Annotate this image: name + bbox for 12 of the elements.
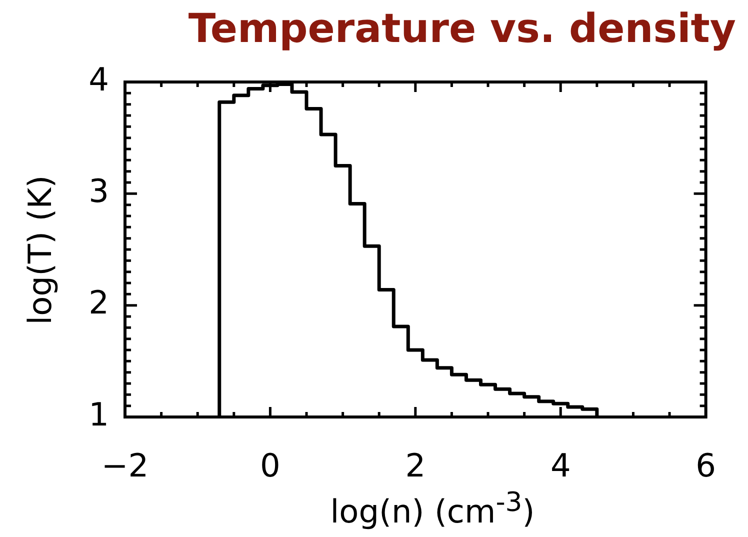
y-tick-label: 4 [88,60,109,98]
x-tick-label: −2 [101,446,149,485]
y-tick-label: 1 [88,395,109,434]
y-tick-label: 2 [88,284,109,322]
x-tick-label: 2 [405,446,426,485]
x-tick-label: 4 [550,446,571,485]
x-axis-title: log(n) (cm$^{-3}$) [329,487,536,531]
y-tick-label: 3 [88,172,109,210]
y-axis-title: log(T) (K) [21,175,59,325]
x-tick-label: 0 [260,446,280,485]
chart-title: Temperature vs. density [188,6,736,52]
x-tick-label: 6 [696,446,716,485]
